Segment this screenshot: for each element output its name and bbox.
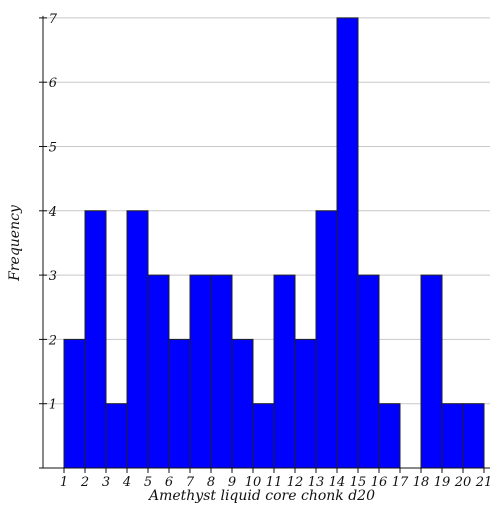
y-tick-label: 6: [49, 76, 57, 91]
x-tick-label: 1: [60, 475, 68, 490]
histogram-bar: [126, 210, 149, 469]
histogram-bar: [168, 338, 191, 469]
y-tick-label: 1: [49, 398, 57, 413]
histogram-bars: [63, 17, 485, 469]
axes: [39, 15, 490, 469]
histogram-bar: [420, 274, 443, 469]
y-axis-label: Frequency: [7, 204, 23, 282]
histogram-bar: [441, 403, 464, 469]
x-tick-label: 8: [207, 475, 215, 490]
y-tick-label: 3: [49, 269, 57, 284]
x-tick-label: 2: [80, 475, 89, 490]
x-tick-label: 3: [102, 475, 110, 490]
y-tick-label: 7: [49, 12, 58, 27]
histogram-bar: [105, 403, 128, 469]
histogram-bar: [315, 210, 338, 469]
y-axis-ticks: 1 2 3 4 5 6 7: [39, 12, 58, 413]
histogram-bar: [231, 338, 254, 469]
histogram-bar: [462, 403, 485, 469]
x-tick-label: 6: [165, 475, 173, 490]
x-tick-label: 13: [308, 475, 325, 490]
histogram-bar: [84, 210, 107, 469]
x-tick-label: 4: [122, 475, 131, 490]
histogram-bar: [189, 274, 212, 469]
histogram-bar: [273, 274, 296, 469]
histogram-bar: [294, 338, 317, 469]
x-tick-label: 20: [454, 475, 472, 490]
x-tick-label: 7: [186, 475, 195, 490]
x-tick-label: 11: [266, 475, 283, 490]
x-axis-label: Amethyst liquid core chonk d20: [147, 488, 375, 504]
x-tick-label: 19: [434, 475, 451, 490]
x-tick-label: 12: [287, 475, 304, 490]
x-tick-label: 14: [329, 475, 346, 490]
x-tick-label: 9: [228, 475, 236, 490]
x-tick-label: 5: [144, 475, 152, 490]
x-axis-ticks: 1 2 3 4 5 6 7 8 9 10 11 12 13 14 15 16 17 18 19 20 21: [60, 468, 492, 490]
histogram-bar: [378, 403, 401, 469]
y-tick-label: 4: [48, 205, 57, 220]
histogram-bar: [147, 274, 170, 469]
x-tick-label: 10: [245, 475, 262, 490]
histogram-bar: [210, 274, 233, 469]
y-tick-label: 2: [48, 333, 57, 348]
histogram-bar: [63, 338, 86, 469]
x-tick-label: 17: [392, 475, 409, 490]
x-tick-label: 21: [475, 475, 493, 490]
y-tick-label: 5: [49, 141, 57, 156]
grid-lines: [43, 17, 490, 405]
histogram-bar: [336, 17, 359, 469]
x-tick-label: 16: [371, 475, 388, 490]
x-tick-label: 15: [350, 475, 367, 490]
x-tick-label: 18: [413, 475, 430, 490]
histogram-bar: [252, 403, 275, 469]
histogram-bar: [357, 274, 380, 469]
